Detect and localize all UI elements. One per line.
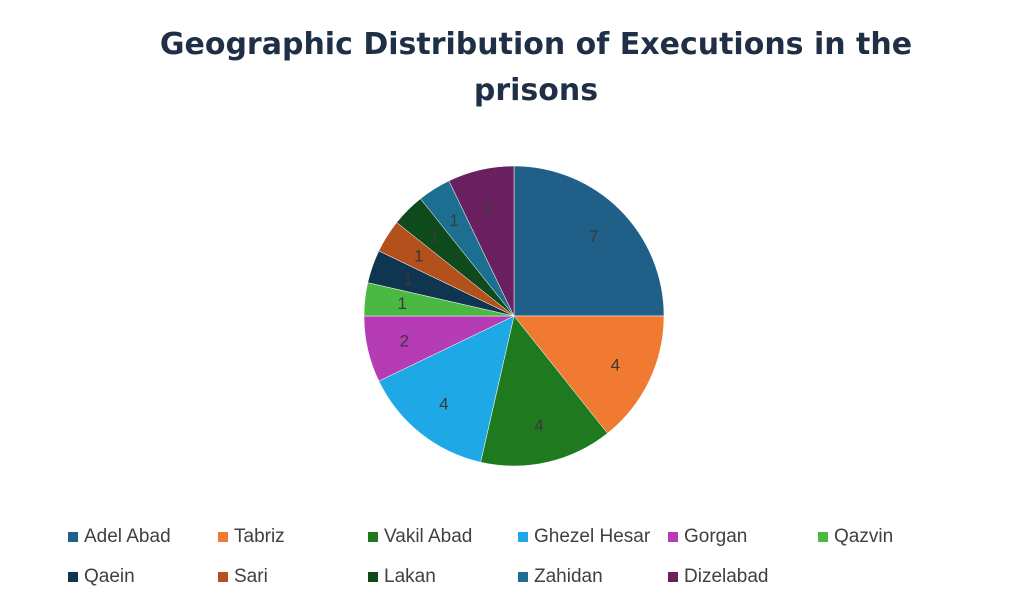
chart-title: Geographic Distribution of Executions in… <box>159 27 913 108</box>
pie-slice-tabriz <box>513 315 665 434</box>
legend-swatch-qaein <box>68 572 78 582</box>
data-label-dizelabad: 2 <box>484 197 493 216</box>
legend-swatch-gorgan <box>668 532 678 542</box>
pie-slice-vakil-abad <box>480 315 608 467</box>
legend-label-sari: Sari <box>234 566 268 587</box>
data-label-ghezel-hesar: 4 <box>439 394 448 413</box>
legend-item-sari: Sari <box>218 566 268 588</box>
legend-swatch-vakil-abad <box>368 532 378 542</box>
legend-label-adel-abad: Adel Abad <box>84 526 171 547</box>
legend-item-zahidan: Zahidan <box>518 566 603 588</box>
pie-slice-dizelabad <box>448 165 515 317</box>
legend-item-vakil-abad: Vakil Abad <box>368 526 472 548</box>
data-label-lakan: 1 <box>430 227 439 246</box>
legend-swatch-tabriz <box>218 532 228 542</box>
legend-label-qazvin: Qazvin <box>834 526 894 547</box>
legend-swatch-qazvin <box>818 532 828 542</box>
legend-label-ghezel-hesar: Ghezel Hesar <box>534 526 651 547</box>
data-label-qazvin: 1 <box>397 294 406 313</box>
data-label-gorgan: 2 <box>400 332 409 351</box>
legend-swatch-lakan <box>368 572 378 582</box>
legend-item-gorgan: Gorgan <box>668 526 747 548</box>
legend-item-ghezel-hesar: Ghezel Hesar <box>518 526 650 548</box>
legend-label-vakil-abad: Vakil Abad <box>384 526 473 547</box>
legend-swatch-dizelabad <box>668 572 678 582</box>
legend-label-zahidan: Zahidan <box>534 566 603 587</box>
data-label-tabriz: 4 <box>611 355 620 374</box>
data-label-qaein: 1 <box>403 269 412 288</box>
legend-swatch-adel-abad <box>68 532 78 542</box>
legend-label-tabriz: Tabriz <box>234 526 285 547</box>
legend-item-tabriz: Tabriz <box>218 526 285 548</box>
legend-label-lakan: Lakan <box>384 566 436 587</box>
data-label-vakil-abad: 4 <box>534 416 543 435</box>
legend-item-lakan: Lakan <box>368 566 436 588</box>
legend-item-dizelabad: Dizelabad <box>668 566 769 588</box>
legend-label-gorgan: Gorgan <box>684 526 748 547</box>
legend-swatch-ghezel-hesar <box>518 532 528 542</box>
legend-swatch-zahidan <box>518 572 528 582</box>
pie-slice-ghezel-hesar <box>378 315 515 463</box>
legend-label-dizelabad: Dizelabad <box>684 566 769 587</box>
legend-item-adel-abad: Adel Abad <box>68 526 171 548</box>
legend-item-qazvin: Qazvin <box>818 526 893 548</box>
legend-label-qaein: Qaein <box>84 566 135 587</box>
data-label-zahidan: 1 <box>449 211 458 230</box>
pie-slice-adel-abad <box>513 165 665 317</box>
data-label-adel-abad: 7 <box>589 227 598 246</box>
data-label-sari: 1 <box>414 247 423 266</box>
legend-swatch-sari <box>218 572 228 582</box>
legend-item-qaein: Qaein <box>68 566 135 588</box>
